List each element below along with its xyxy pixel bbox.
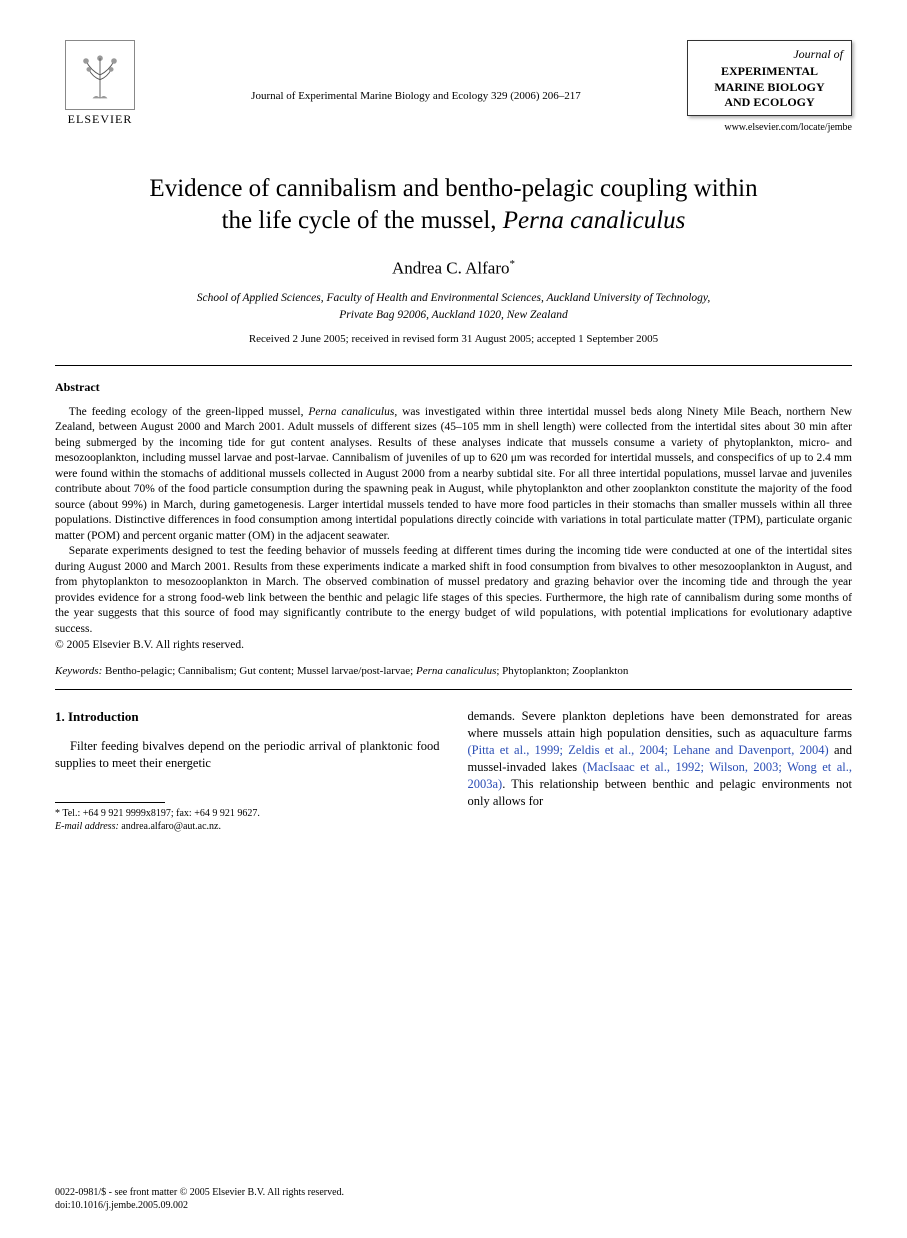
keywords-text-b: ; Phytoplankton; Zooplankton <box>496 665 628 677</box>
footnote-tel: * Tel.: +64 9 921 9999x8197; fax: +64 9 … <box>55 807 440 820</box>
elsevier-tree-icon <box>65 40 135 110</box>
article-title: Evidence of cannibalism and bentho-pelag… <box>55 173 852 238</box>
divider-bottom <box>55 689 852 690</box>
divider-top <box>55 365 852 366</box>
abstract-heading: Abstract <box>55 380 852 395</box>
title-line2-plain: the life cycle of the mussel, <box>222 207 503 234</box>
abstract-p1-b: , was investigated within three intertid… <box>55 406 852 542</box>
article-dates: Received 2 June 2005; received in revise… <box>55 333 852 345</box>
author-marker: * <box>510 258 516 270</box>
footer-line2: doi:10.1016/j.jembe.2005.09.002 <box>55 1199 344 1212</box>
journal-url: www.elsevier.com/locate/jembe <box>687 122 852 133</box>
keywords-species: Perna canaliculus <box>416 665 496 677</box>
footnote-email-label: E-mail address: <box>55 821 119 832</box>
author-name: Andrea C. Alfaro <box>392 258 510 277</box>
column-left: 1. Introduction Filter feeding bivalves … <box>55 708 440 832</box>
affiliation-line1: School of Applied Sciences, Faculty of H… <box>197 292 711 304</box>
publisher-name: ELSEVIER <box>68 112 133 127</box>
footer-line1: 0022-0981/$ - see front matter © 2005 El… <box>55 1186 344 1199</box>
abstract-paragraph-1: The feeding ecology of the green-lipped … <box>55 405 852 545</box>
journal-box-line1: EXPERIMENTAL <box>696 64 843 80</box>
keywords-line: Keywords: Bentho-pelagic; Cannibalism; G… <box>55 665 852 677</box>
section-1-heading: 1. Introduction <box>55 708 440 726</box>
header-row: ELSEVIER Journal of Experimental Marine … <box>55 40 852 133</box>
title-line1: Evidence of cannibalism and bentho-pelag… <box>149 175 757 202</box>
abstract-paragraph-2: Separate experiments designed to test th… <box>55 544 852 637</box>
intro-col1-text: Filter feeding bivalves depend on the pe… <box>55 738 440 772</box>
footnote-email-line: E-mail address: andrea.alfaro@aut.ac.nz. <box>55 820 440 833</box>
keywords-text-a: Bentho-pelagic; Cannibalism; Gut content… <box>102 665 416 677</box>
title-species-name: Perna canaliculus <box>503 207 686 234</box>
body-columns: 1. Introduction Filter feeding bivalves … <box>55 708 852 832</box>
column-right: demands. Severe plankton depletions have… <box>468 708 853 832</box>
affiliation: School of Applied Sciences, Faculty of H… <box>55 290 852 322</box>
author-line: Andrea C. Alfaro* <box>55 258 852 279</box>
affiliation-line2: Private Bag 92006, Auckland 1020, New Ze… <box>339 309 567 321</box>
keywords-label: Keywords: <box>55 665 102 677</box>
journal-box-wrapper: Journal of EXPERIMENTAL MARINE BIOLOGY A… <box>687 40 852 133</box>
journal-box-prefix: Journal of <box>696 47 843 62</box>
footnote-rule <box>55 802 165 803</box>
abstract-species-name: Perna canaliculus <box>308 406 394 418</box>
journal-box-line2: MARINE BIOLOGY <box>696 80 843 96</box>
journal-box-line3: AND ECOLOGY <box>696 95 843 111</box>
citation-line: Journal of Experimental Marine Biology a… <box>145 40 687 102</box>
intro-col2-c: . This relationship between benthic and … <box>468 777 853 808</box>
intro-col2-a: demands. Severe plankton depletions have… <box>468 709 853 740</box>
citation-link-1[interactable]: (Pitta et al., 1999; Zeldis et al., 2004… <box>468 743 829 757</box>
page-footer: 0022-0981/$ - see front matter © 2005 El… <box>55 1186 344 1212</box>
abstract-p1-a: The feeding ecology of the green-lipped … <box>69 406 309 418</box>
intro-col2-text: demands. Severe plankton depletions have… <box>468 708 853 809</box>
footnote-email: andrea.alfaro@aut.ac.nz. <box>119 821 221 832</box>
journal-box: Journal of EXPERIMENTAL MARINE BIOLOGY A… <box>687 40 852 116</box>
copyright-line: © 2005 Elsevier B.V. All rights reserved… <box>55 639 852 651</box>
publisher-block: ELSEVIER <box>55 40 145 127</box>
